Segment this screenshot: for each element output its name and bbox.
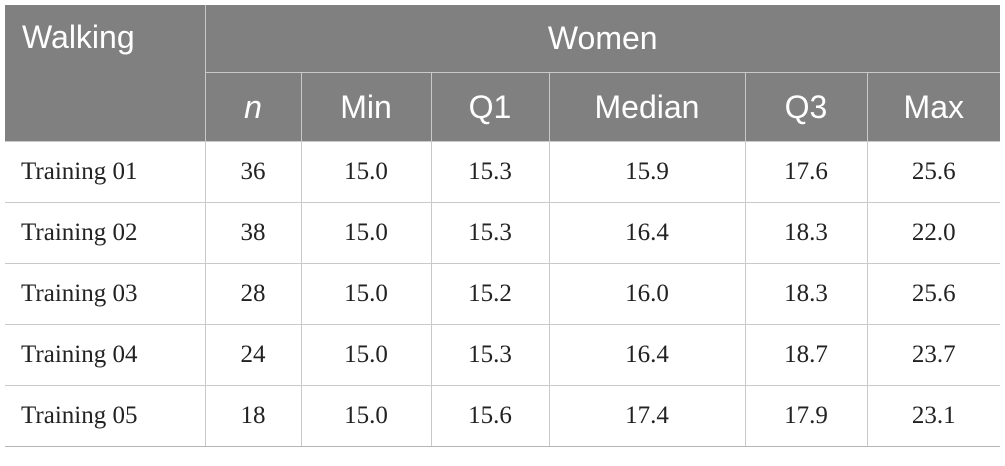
row-label: Training 05	[5, 385, 206, 447]
header-row-group: Walking Women	[5, 5, 1001, 142]
column-header-min: Min	[300, 72, 432, 142]
column-header-n: n	[204, 72, 302, 142]
cell-max: 25.6	[866, 141, 1001, 203]
cell-min: 15.0	[300, 202, 432, 264]
column-header-q3: Q3	[744, 72, 868, 142]
table-row: Training 04 24 15.0 15.3 16.4 18.7 23.7	[5, 324, 1001, 386]
header-row-columns: n Min Q1 Median Q3 Max	[5, 72, 1001, 142]
cell-max: 22.0	[866, 202, 1001, 264]
cell-q3: 17.9	[744, 385, 868, 447]
group-header-women: Women	[204, 5, 1001, 73]
table-row: Training 01 36 15.0 15.3 15.9 17.6 25.6	[5, 141, 1001, 203]
table-row: Training 05 18 15.0 15.6 17.4 17.9 23.1	[5, 385, 1001, 447]
row-label: Training 02	[5, 202, 206, 264]
cell-median: 17.4	[548, 385, 746, 447]
column-header-max: Max	[866, 72, 1001, 142]
cell-q3: 18.3	[744, 263, 868, 325]
column-header-median: Median	[548, 72, 746, 142]
row-label: Training 03	[5, 263, 206, 325]
cell-min: 15.0	[300, 385, 432, 447]
cell-min: 15.0	[300, 263, 432, 325]
column-header-q1: Q1	[430, 72, 550, 142]
row-label: Training 01	[5, 141, 206, 203]
cell-n: 24	[204, 324, 302, 386]
cell-n: 38	[204, 202, 302, 264]
cell-q3: 17.6	[744, 141, 868, 203]
table-header: Walking Women n Min Q1 Median Q3 Max	[5, 5, 1001, 142]
table-row: Training 02 38 15.0 15.3 16.4 18.3 22.0	[5, 202, 1001, 264]
cell-n: 36	[204, 141, 302, 203]
cell-min: 15.0	[300, 141, 432, 203]
cell-max: 23.7	[866, 324, 1001, 386]
cell-q3: 18.3	[744, 202, 868, 264]
walking-women-table: Walking Women n Min Q1 Median Q3 Max Tra…	[5, 5, 1001, 447]
cell-max: 25.6	[866, 263, 1001, 325]
cell-q1: 15.2	[430, 263, 550, 325]
cell-median: 16.4	[548, 202, 746, 264]
corner-header: Walking	[5, 5, 206, 142]
cell-q1: 15.3	[430, 141, 550, 203]
cell-median: 16.4	[548, 324, 746, 386]
cell-n: 28	[204, 263, 302, 325]
cell-q3: 18.7	[744, 324, 868, 386]
cell-median: 15.9	[548, 141, 746, 203]
cell-n: 18	[204, 385, 302, 447]
cell-max: 23.1	[866, 385, 1001, 447]
cell-q1: 15.3	[430, 324, 550, 386]
cell-median: 16.0	[548, 263, 746, 325]
table-body: Training 01 36 15.0 15.3 15.9 17.6 25.6 …	[5, 141, 1001, 447]
cell-min: 15.0	[300, 324, 432, 386]
row-label: Training 04	[5, 324, 206, 386]
table-row: Training 03 28 15.0 15.2 16.0 18.3 25.6	[5, 263, 1001, 325]
cell-q1: 15.3	[430, 202, 550, 264]
cell-q1: 15.6	[430, 385, 550, 447]
